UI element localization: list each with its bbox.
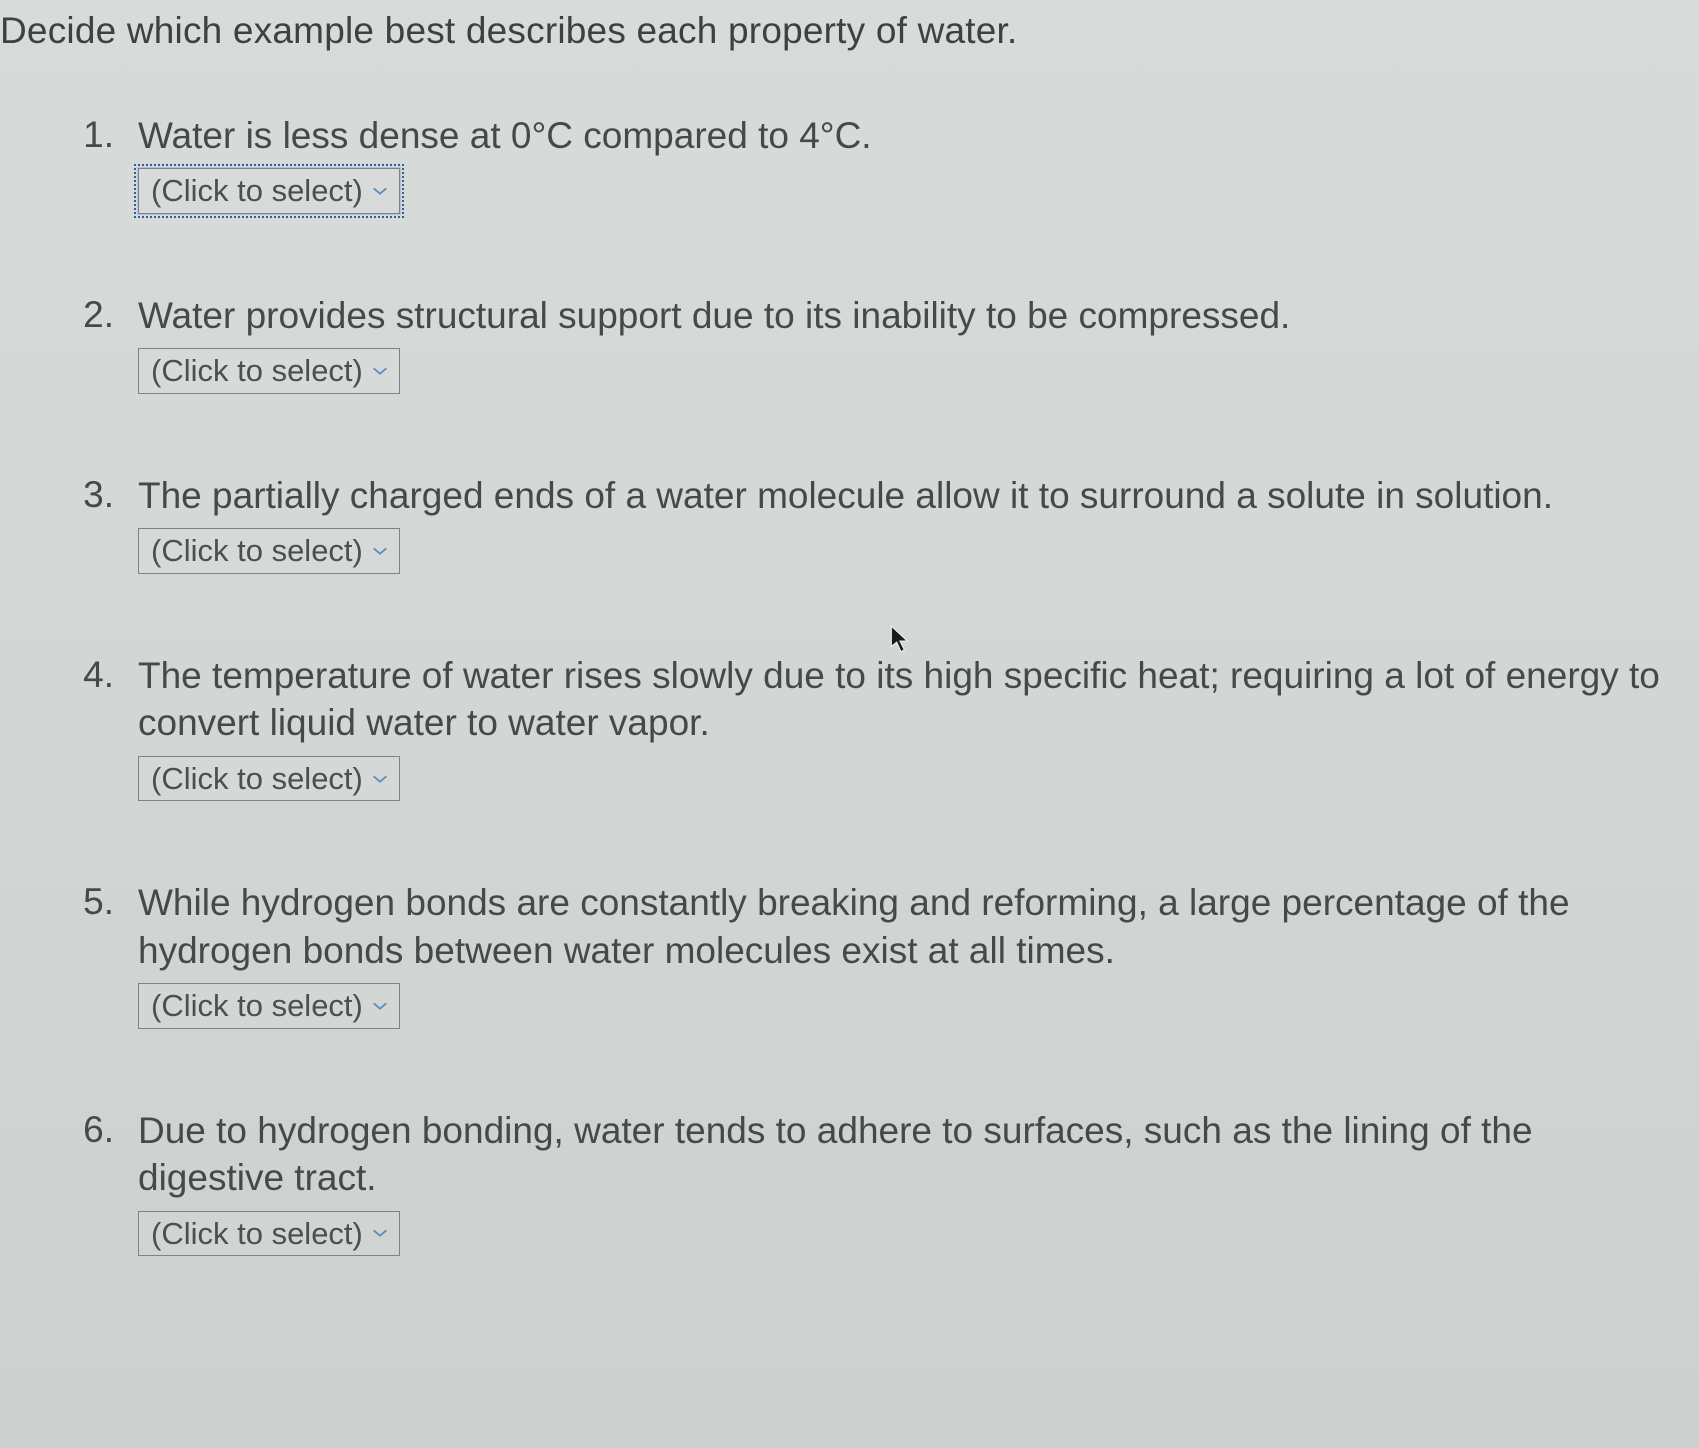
question-item: 4.The temperature of water rises slowly … [60, 652, 1671, 801]
chevron-down-icon [371, 545, 389, 557]
question-number: 3. [60, 472, 138, 518]
question-number: 6. [60, 1107, 138, 1153]
question-body: Water is less dense at 0°C compared to 4… [138, 112, 1671, 214]
question-item: 3.The partially charged ends of a water … [60, 472, 1671, 574]
select-placeholder: (Click to select) [151, 351, 363, 391]
answer-select[interactable]: (Click to select) [138, 528, 400, 574]
select-placeholder: (Click to select) [151, 986, 363, 1026]
question-body: The partially charged ends of a water mo… [138, 472, 1671, 574]
question-stem: While hydrogen bonds are constantly brea… [138, 879, 1671, 974]
question-item: 5.While hydrogen bonds are constantly br… [60, 879, 1671, 1028]
chevron-down-icon [371, 185, 389, 197]
select-placeholder: (Click to select) [151, 759, 363, 799]
question-body: While hydrogen bonds are constantly brea… [138, 879, 1671, 1028]
answer-select[interactable]: (Click to select) [138, 168, 400, 214]
question-stem: Due to hydrogen bonding, water tends to … [138, 1107, 1671, 1202]
question-list: 1.Water is less dense at 0°C compared to… [0, 112, 1671, 1256]
question-stem: The partially charged ends of a water mo… [138, 472, 1671, 519]
select-placeholder: (Click to select) [151, 1214, 363, 1254]
question-body: Water provides structural support due to… [138, 292, 1671, 394]
answer-select[interactable]: (Click to select) [138, 983, 400, 1029]
select-placeholder: (Click to select) [151, 171, 363, 211]
chevron-down-icon [371, 773, 389, 785]
answer-select[interactable]: (Click to select) [138, 348, 400, 394]
question-number: 2. [60, 292, 138, 338]
question-number: 5. [60, 879, 138, 925]
question-stem: Water is less dense at 0°C compared to 4… [138, 112, 1671, 159]
answer-select[interactable]: (Click to select) [138, 1211, 400, 1257]
chevron-down-icon [371, 1227, 389, 1239]
question-item: 2.Water provides structural support due … [60, 292, 1671, 394]
question-item: 6.Due to hydrogen bonding, water tends t… [60, 1107, 1671, 1256]
question-stem: Water provides structural support due to… [138, 292, 1671, 339]
question-body: The temperature of water rises slowly du… [138, 652, 1671, 801]
question-prompt: Decide which example best describes each… [0, 10, 1671, 52]
chevron-down-icon [371, 365, 389, 377]
question-stem: The temperature of water rises slowly du… [138, 652, 1671, 747]
chevron-down-icon [371, 1000, 389, 1012]
question-number: 1. [60, 112, 138, 158]
question-body: Due to hydrogen bonding, water tends to … [138, 1107, 1671, 1256]
question-item: 1.Water is less dense at 0°C compared to… [60, 112, 1671, 214]
answer-select[interactable]: (Click to select) [138, 756, 400, 802]
select-placeholder: (Click to select) [151, 531, 363, 571]
question-number: 4. [60, 652, 138, 698]
